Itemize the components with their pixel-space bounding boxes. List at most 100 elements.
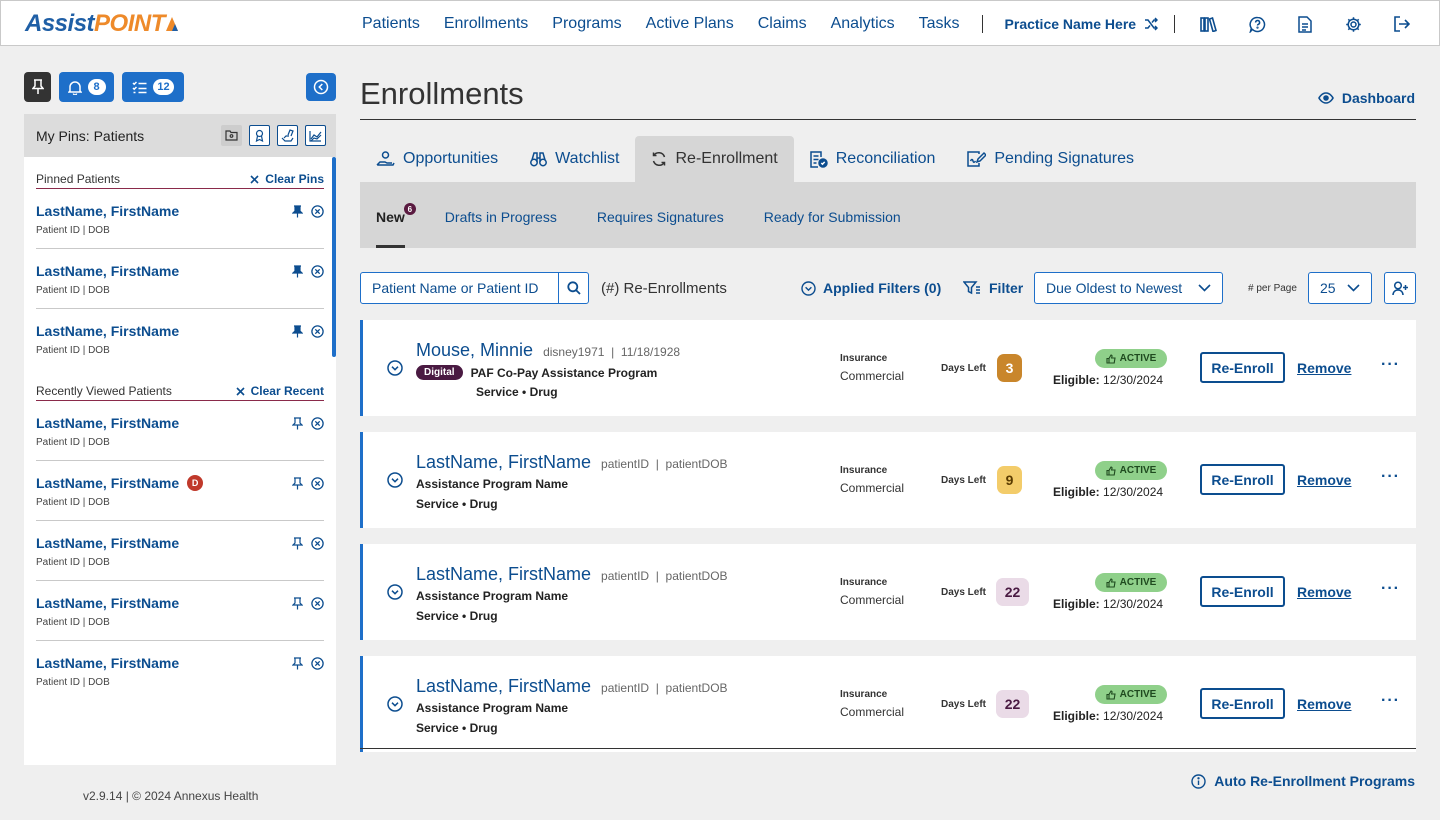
- card-patient-name[interactable]: Mouse, Minnie: [416, 340, 534, 360]
- pin-outline-icon[interactable]: [292, 477, 303, 490]
- nav-patients[interactable]: Patients: [362, 15, 420, 32]
- remove-link[interactable]: Remove: [1297, 584, 1352, 600]
- auto-re-enrollment-programs-link[interactable]: Auto Re-Enrollment Programs: [1191, 773, 1415, 789]
- nav-programs[interactable]: Programs: [552, 15, 622, 32]
- library-icon[interactable]: [1185, 16, 1233, 32]
- re-enroll-button[interactable]: Re-Enroll: [1200, 352, 1285, 383]
- patient-name-link[interactable]: LastName, FirstName: [36, 595, 179, 611]
- re-enrollment-card: Mouse, Minnie disney1971 | 11/18/1928 Di…: [360, 320, 1416, 416]
- nav-active-plans[interactable]: Active Plans: [645, 15, 734, 32]
- per-page-select[interactable]: 25: [1308, 272, 1372, 304]
- card-program-name: PAF Co-Pay Assistance Program: [470, 365, 658, 380]
- close-icon: [250, 174, 259, 184]
- pin-outline-icon[interactable]: [292, 417, 303, 430]
- pin-outline-icon[interactable]: [292, 657, 303, 670]
- subtab-ready-for-submission[interactable]: Ready for Submission: [763, 209, 901, 225]
- card-patient-id: patientID: [601, 681, 650, 695]
- remove-link[interactable]: Remove: [1297, 696, 1352, 712]
- top-navigation-bar: AssistPOINT Patients Enrollments Program…: [0, 0, 1440, 46]
- document-icon[interactable]: [1281, 15, 1329, 33]
- sort-select[interactable]: Due Oldest to Newest: [1034, 272, 1223, 304]
- nav-enrollments[interactable]: Enrollments: [443, 15, 529, 32]
- collapse-sidebar-button[interactable]: [306, 73, 336, 101]
- pin-toggle-button[interactable]: [24, 72, 51, 102]
- subtab-drafts-in-progress[interactable]: Drafts in Progress: [444, 209, 557, 225]
- tab-pending-signatures[interactable]: Pending Signatures: [951, 136, 1150, 182]
- expand-chevron-icon[interactable]: [387, 360, 403, 376]
- more-options-icon[interactable]: ···: [1381, 580, 1400, 597]
- expand-chevron-icon[interactable]: [387, 472, 403, 488]
- help-chat-icon[interactable]: [1233, 16, 1281, 33]
- folder-icon[interactable]: [221, 125, 242, 146]
- more-options-icon[interactable]: ···: [1381, 692, 1400, 709]
- patient-name-link[interactable]: LastName, FirstName: [36, 655, 179, 671]
- settings-gear-icon[interactable]: [1329, 16, 1377, 33]
- patient-actions: [292, 265, 324, 278]
- expand-chevron-icon[interactable]: [387, 696, 403, 712]
- auto-re-enrollment-programs-label: Auto Re-Enrollment Programs: [1214, 773, 1415, 789]
- applied-filters-toggle[interactable]: Applied Filters (0): [801, 280, 941, 296]
- chart-area-icon[interactable]: [305, 125, 326, 146]
- dashboard-link[interactable]: Dashboard: [1317, 90, 1415, 106]
- patient-badge-icon[interactable]: [249, 125, 270, 146]
- remove-circle-icon[interactable]: [311, 265, 324, 278]
- card-patient-name[interactable]: LastName, FirstName: [416, 676, 592, 696]
- pin-filled-icon[interactable]: [292, 205, 303, 218]
- re-enroll-button[interactable]: Re-Enroll: [1200, 576, 1285, 607]
- remove-circle-icon[interactable]: [311, 477, 324, 490]
- pin-outline-icon[interactable]: [292, 597, 303, 610]
- tab-reconciliation[interactable]: Reconciliation: [794, 136, 952, 182]
- logout-icon[interactable]: [1377, 16, 1425, 32]
- remove-circle-icon[interactable]: [311, 325, 324, 338]
- patient-id-dob: Patient ID | DOB: [36, 285, 110, 296]
- pin-filled-icon[interactable]: [292, 265, 303, 278]
- tab-watchlist[interactable]: Watchlist: [514, 136, 635, 182]
- practice-switcher[interactable]: Practice Name Here: [993, 16, 1165, 32]
- card-patient-dob: 11/18/1928: [620, 345, 681, 359]
- clear-recent-button[interactable]: Clear Recent: [236, 384, 324, 398]
- expand-chevron-icon[interactable]: [387, 584, 403, 600]
- tab-opportunities[interactable]: Opportunities: [360, 136, 514, 182]
- card-patient-name[interactable]: LastName, FirstName: [416, 452, 592, 472]
- remove-circle-icon[interactable]: [311, 597, 324, 610]
- remove-circle-icon[interactable]: [311, 657, 324, 670]
- pin-outline-icon[interactable]: [292, 537, 303, 550]
- more-options-icon[interactable]: ···: [1381, 468, 1400, 485]
- nav-tasks[interactable]: Tasks: [918, 15, 960, 32]
- subtab-requires-signatures[interactable]: Requires Signatures: [596, 209, 724, 225]
- remove-circle-icon[interactable]: [311, 417, 324, 430]
- active-status-badge: ACTIVE: [1095, 461, 1167, 480]
- add-patient-button[interactable]: [1384, 272, 1416, 304]
- hand-medication-icon[interactable]: [277, 125, 298, 146]
- search-button[interactable]: [558, 273, 588, 303]
- clear-pins-button[interactable]: Clear Pins: [250, 172, 324, 186]
- patient-name-link[interactable]: LastName, FirstName: [36, 323, 179, 339]
- notifications-button[interactable]: 8: [59, 72, 114, 102]
- remove-circle-icon[interactable]: [311, 537, 324, 550]
- filter-button[interactable]: Filter: [963, 280, 1023, 296]
- card-patient-name[interactable]: LastName, FirstName: [416, 564, 592, 584]
- more-options-icon[interactable]: ···: [1381, 356, 1400, 373]
- re-enroll-button[interactable]: Re-Enroll: [1200, 688, 1285, 719]
- card-patient-id: patientID: [601, 457, 650, 471]
- patient-name-link[interactable]: LastName, FirstName D: [36, 475, 204, 491]
- patient-name-link[interactable]: LastName, FirstName: [36, 415, 179, 431]
- tasks-button[interactable]: 12: [122, 72, 184, 102]
- remove-link[interactable]: Remove: [1297, 472, 1352, 488]
- re-enroll-button[interactable]: Re-Enroll: [1200, 464, 1285, 495]
- eligible-value: 12/30/2024: [1103, 597, 1164, 611]
- card-patient-dob: patientDOB: [665, 457, 728, 471]
- patient-name-link[interactable]: LastName, FirstName: [36, 203, 179, 219]
- nav-claims[interactable]: Claims: [757, 15, 807, 32]
- subtab-new[interactable]: New 6: [376, 186, 416, 248]
- patient-name-link[interactable]: LastName, FirstName: [36, 535, 179, 551]
- remove-circle-icon[interactable]: [311, 205, 324, 218]
- patient-search-input[interactable]: [361, 273, 559, 303]
- remove-link[interactable]: Remove: [1297, 360, 1352, 376]
- patient-name-link[interactable]: LastName, FirstName: [36, 263, 179, 279]
- tab-re-enrollment[interactable]: Re-Enrollment: [635, 136, 794, 182]
- app-logo[interactable]: AssistPOINT: [25, 10, 179, 38]
- pin-filled-icon[interactable]: [292, 325, 303, 338]
- nav-analytics[interactable]: Analytics: [830, 15, 895, 32]
- panel-scrollbar[interactable]: [332, 157, 336, 357]
